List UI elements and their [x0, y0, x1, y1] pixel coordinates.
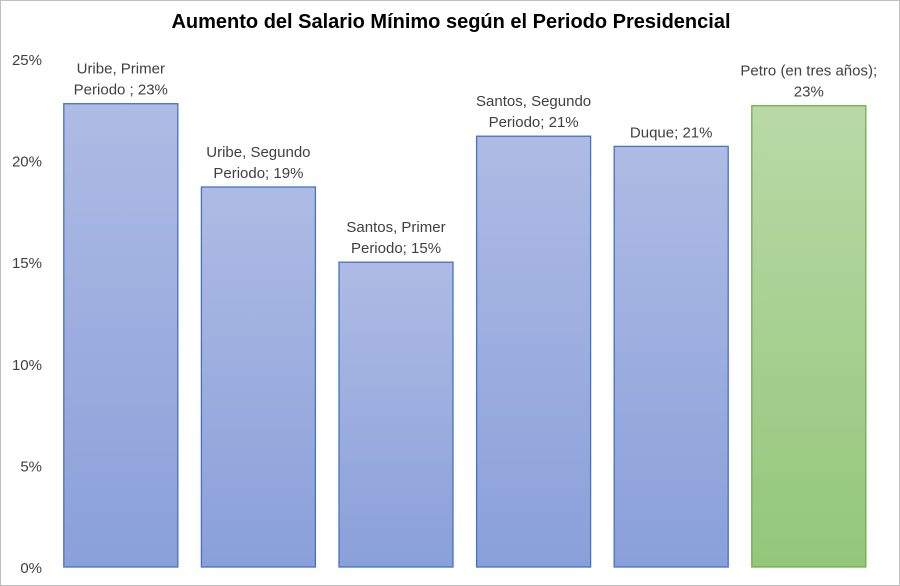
- y-tick-label: 0%: [20, 560, 42, 577]
- data-label: Santos, Primer: [346, 219, 445, 236]
- data-label: 23%: [794, 84, 824, 101]
- y-tick-label: 10%: [12, 357, 42, 374]
- data-label: Periodo; 21%: [489, 114, 579, 131]
- bar: [338, 261, 454, 568]
- data-label: Petro (en tres años);: [740, 63, 877, 80]
- y-tick-label: 25%: [12, 52, 42, 69]
- data-label: Periodo; 15%: [351, 240, 441, 257]
- y-tick-label: 15%: [12, 255, 42, 272]
- bar: [613, 145, 729, 568]
- data-label: Periodo; 19%: [213, 165, 303, 182]
- bar: [200, 186, 317, 568]
- y-tick-label: 5%: [20, 458, 42, 475]
- data-label: Duque; 21%: [630, 124, 713, 141]
- chart-title: Aumento del Salario Mínimo según el Peri…: [171, 11, 731, 33]
- data-label: Uribe, Segundo: [206, 144, 310, 161]
- y-tick-label: 20%: [12, 154, 42, 171]
- data-label: Uribe, Primer: [77, 61, 165, 78]
- data-label: Santos, Segundo: [476, 93, 591, 110]
- bar: [63, 103, 179, 568]
- bar: [751, 105, 867, 568]
- data-label: Periodo ; 23%: [74, 82, 168, 99]
- bar: [475, 135, 592, 568]
